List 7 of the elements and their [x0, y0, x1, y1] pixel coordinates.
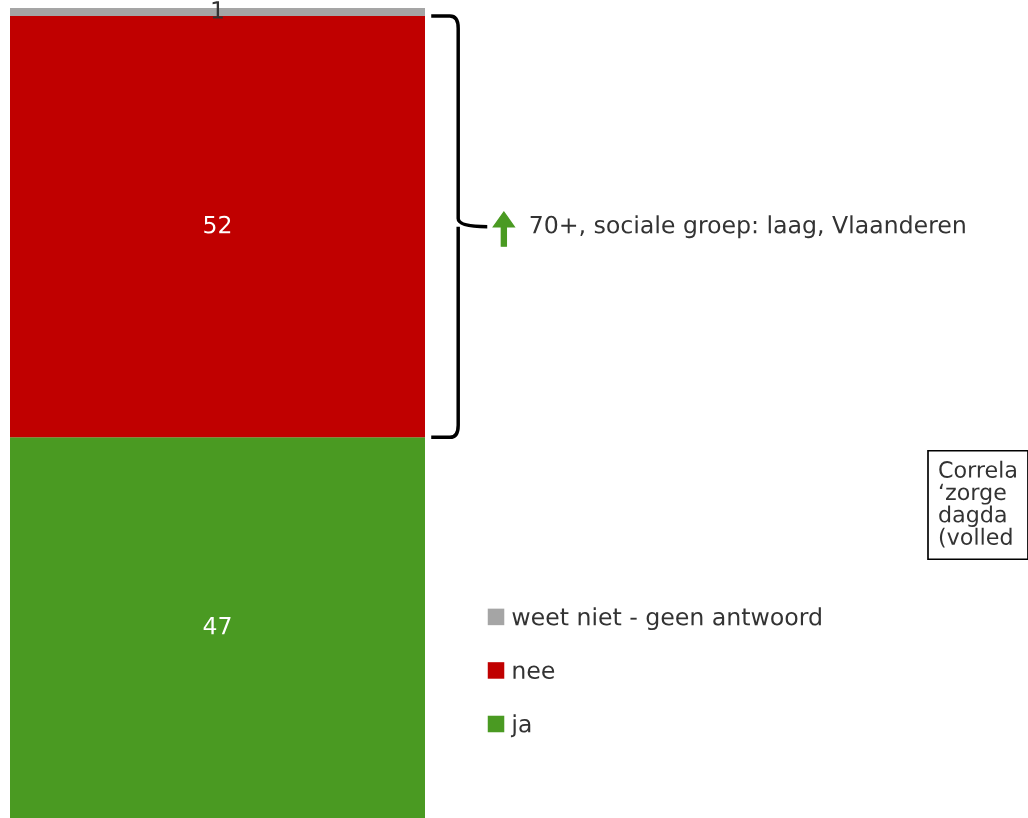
legend-label: nee: [513, 665, 555, 680]
data-label: 52: [204, 215, 231, 234]
legend-label: ja: [510, 714, 531, 738]
text: Correla ‘zorge dagda (volled: [939, 460, 1016, 548]
legend-label: weet niet - geen antwoord: [512, 607, 821, 631]
data-label: 47: [203, 616, 231, 635]
text: 70+, sociale groep: laag, Vlaanderen: [530, 215, 965, 239]
